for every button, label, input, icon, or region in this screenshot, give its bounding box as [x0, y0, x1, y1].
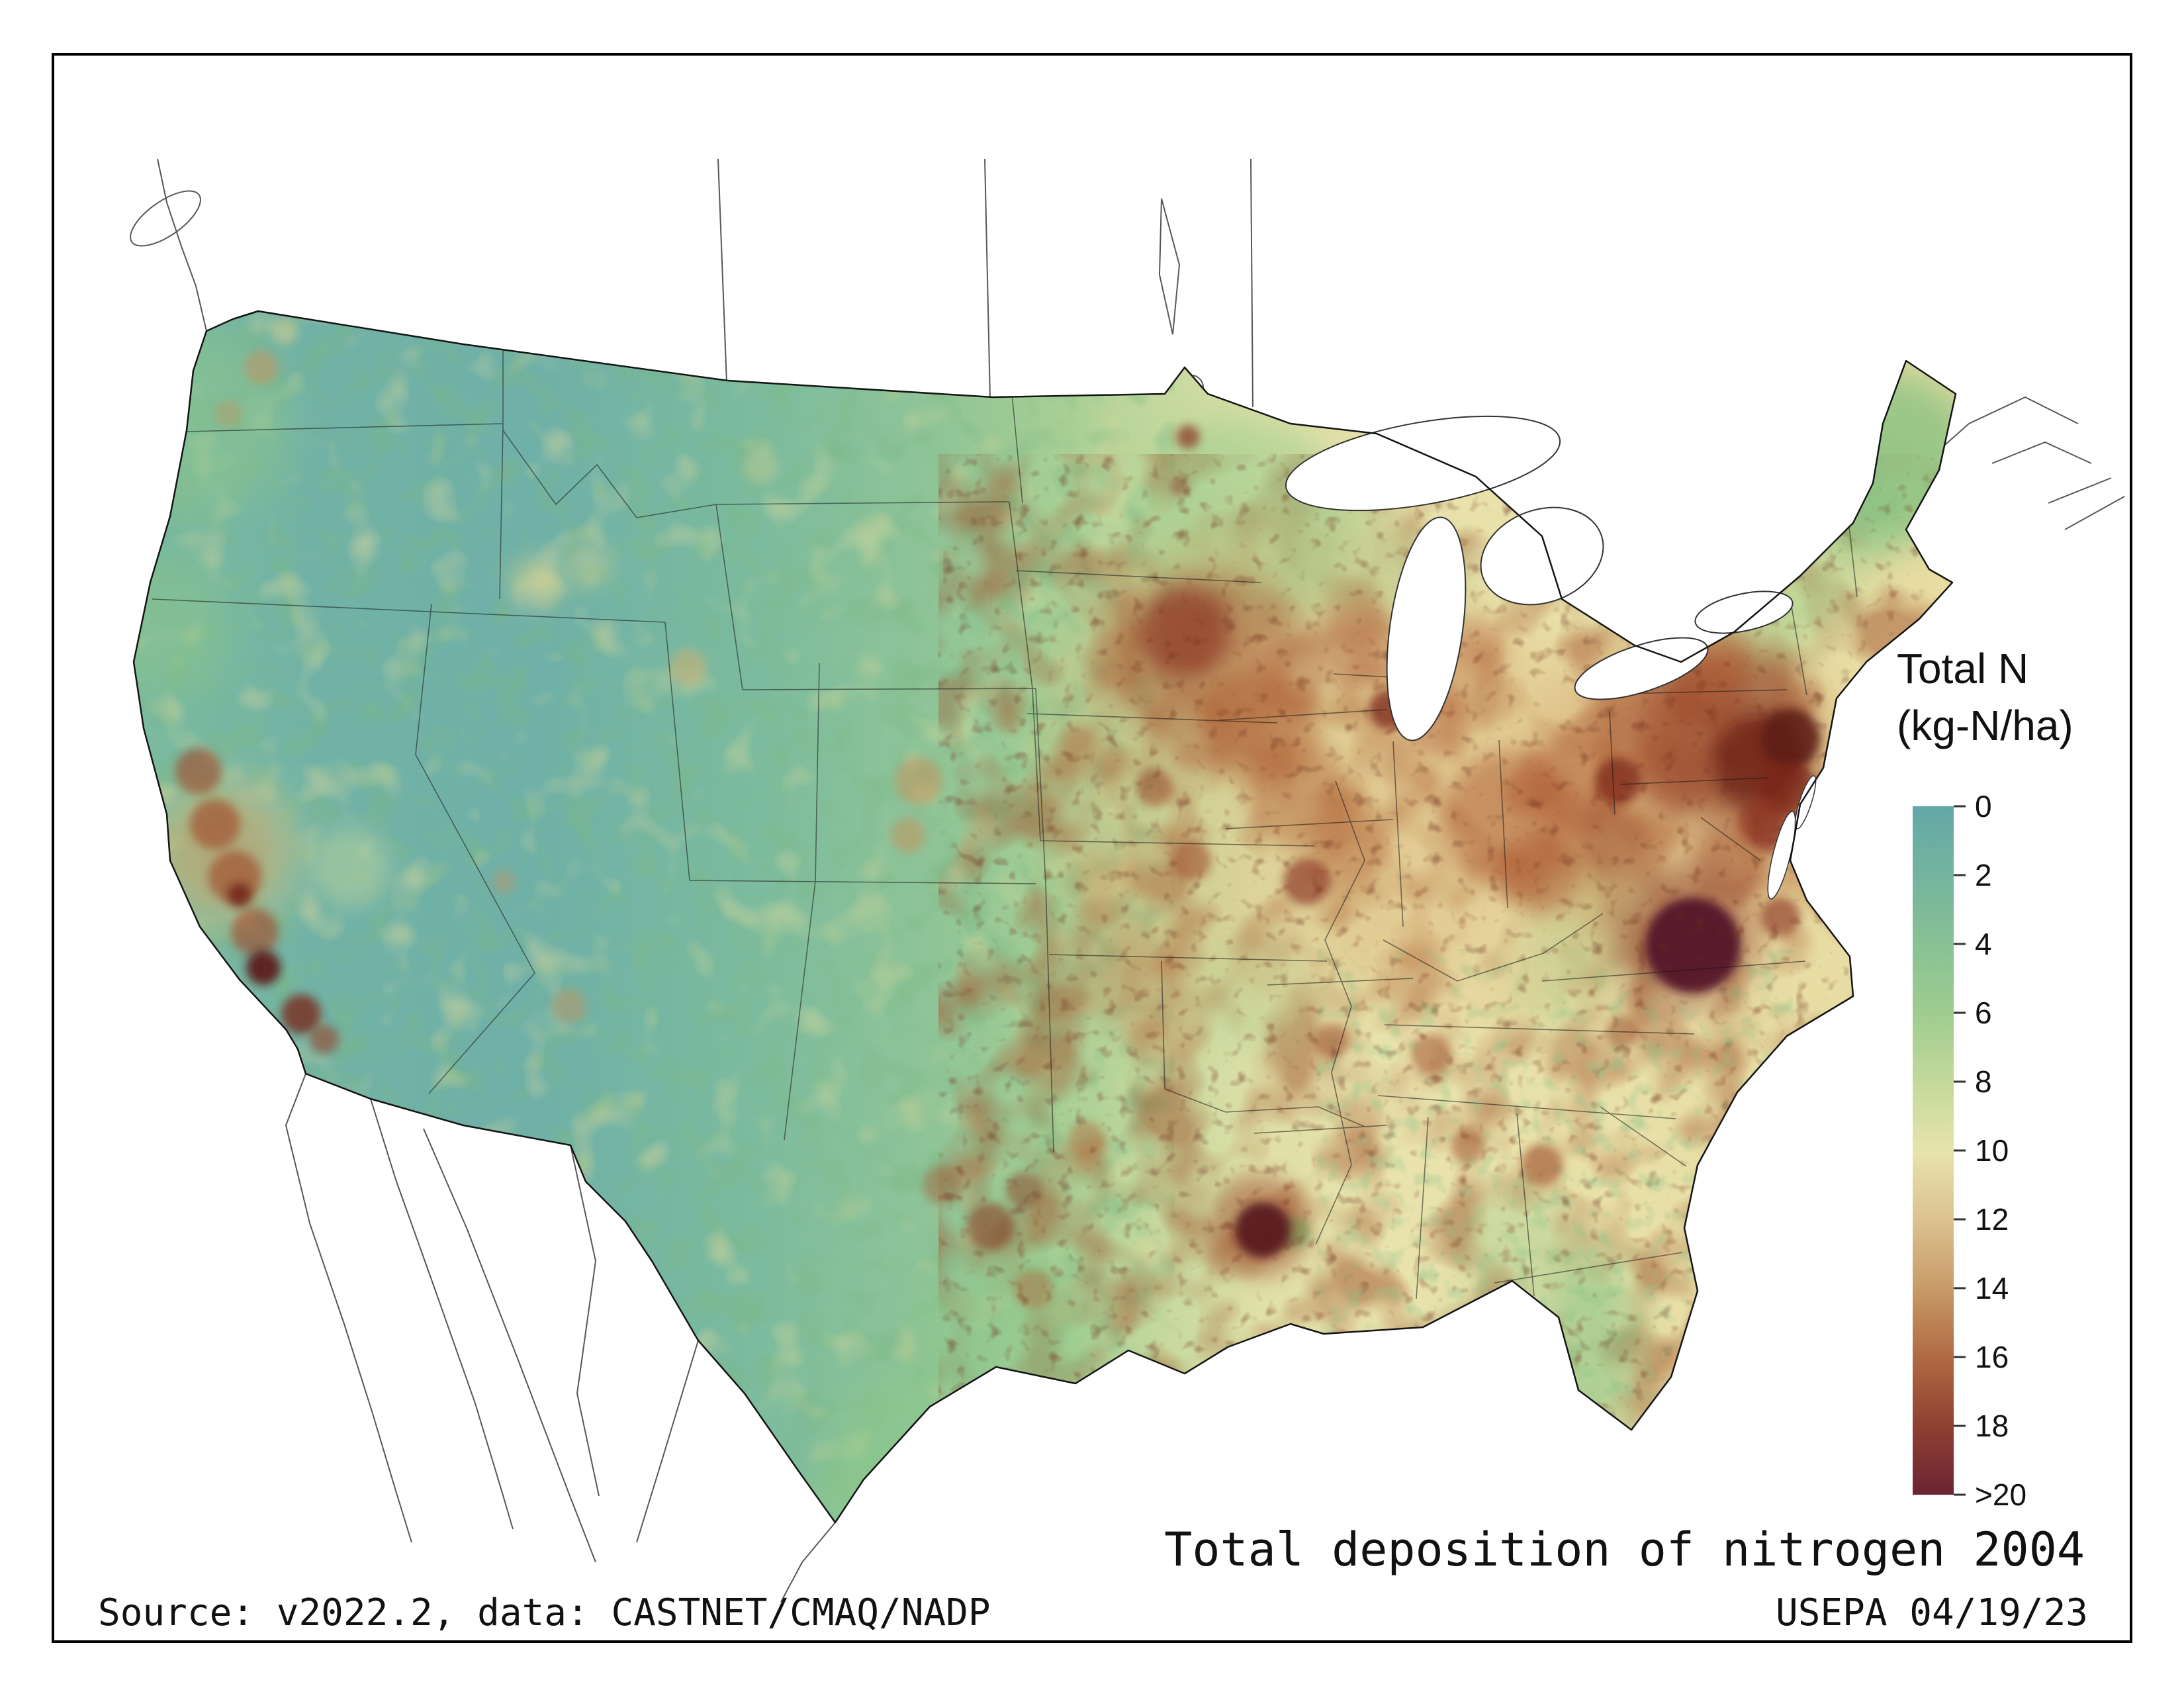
high-deposition-hotspot: [967, 1203, 1015, 1250]
tick-label-18: 18: [1975, 1409, 2009, 1443]
high-deposition-hotspot: [508, 555, 564, 610]
colorbar: [1913, 806, 1954, 1495]
vancouver-island-outline: [130, 190, 201, 247]
state-boundaries: [152, 344, 1884, 1299]
tick-label-14: 14: [1975, 1271, 2009, 1305]
source-note: Source: v2022.2, data: CASTNET/CMAQ/NADP: [98, 1591, 991, 1634]
lake-huron: [1480, 506, 1604, 606]
high-deposition-hotspot: [492, 870, 516, 894]
tick-label-12: 12: [1975, 1202, 2009, 1237]
high-deposition-hotspot: [1176, 425, 1200, 449]
high-deposition-hotspot: [891, 818, 925, 853]
legend-title-line1: Total N: [1897, 645, 2028, 692]
east-fine-speckle: [1032, 543, 1956, 1430]
colorbar-tick-labels: 0 2 4 6 8 10 12 14 16 18 >20: [1975, 789, 2026, 1512]
high-deposition-hotspot: [310, 1025, 339, 1054]
map-title: Total deposition of nitrogen 2004: [1164, 1523, 2085, 1577]
high-deposition-hotspot: [670, 649, 707, 686]
high-deposition-hotspot: [744, 449, 778, 484]
high-deposition-hotspot: [552, 989, 586, 1023]
high-deposition-hotspot: [231, 908, 279, 956]
high-deposition-hotspot: [215, 400, 242, 427]
tick-label-2: 2: [1975, 858, 1992, 892]
lake-michigan: [1386, 516, 1467, 741]
figure-border: [52, 53, 2132, 1643]
high-deposition-hotspot: [228, 883, 251, 907]
high-deposition-hotspot: [1170, 477, 1189, 496]
high-deposition-hotspot: [567, 541, 612, 586]
lake-superior: [1285, 415, 1561, 512]
high-deposition-hotspot: [895, 757, 942, 805]
tick-label-10: 10: [1975, 1133, 2009, 1168]
high-deposition-hotspot: [190, 799, 240, 849]
tick-label-16: 16: [1975, 1340, 2009, 1374]
low-deposition-patch: [834, 1370, 979, 1516]
tick-label-0: 0: [1975, 789, 1992, 823]
low-deposition-patch: [1430, 1311, 1522, 1403]
lake-ontario: [1694, 590, 1794, 634]
low-deposition-patch: [134, 563, 235, 695]
mexico-boundary-lines: [285, 1073, 836, 1603]
high-deposition-hotspot: [271, 318, 298, 344]
high-deposition-hotspot: [246, 951, 281, 985]
high-deposition-hotspot: [281, 994, 321, 1034]
tick-label-8: 8: [1975, 1064, 1992, 1099]
high-deposition-hotspot: [244, 350, 279, 385]
high-deposition-hotspot: [923, 1165, 963, 1205]
tick-label-6: 6: [1975, 996, 1992, 1030]
legend-title-line2: (kg-N/ha): [1897, 702, 2073, 749]
tick-label-4: 4: [1975, 927, 1992, 961]
agency-date-note: USEPA 04/19/23: [1776, 1591, 2088, 1634]
colorbar-ticks: [1954, 805, 1966, 1496]
deposition-raster: [134, 311, 1956, 1523]
colorbar-legend: Total N (kg-N/ha) 0 2 4 6 8 10 12 14 16 …: [1897, 645, 2073, 1512]
great-lakes: [1285, 415, 1794, 741]
high-deposition-hotspot: [175, 748, 222, 794]
high-deposition-hotspot: [311, 827, 390, 907]
tick-label-20plus: >20: [1975, 1477, 2026, 1512]
